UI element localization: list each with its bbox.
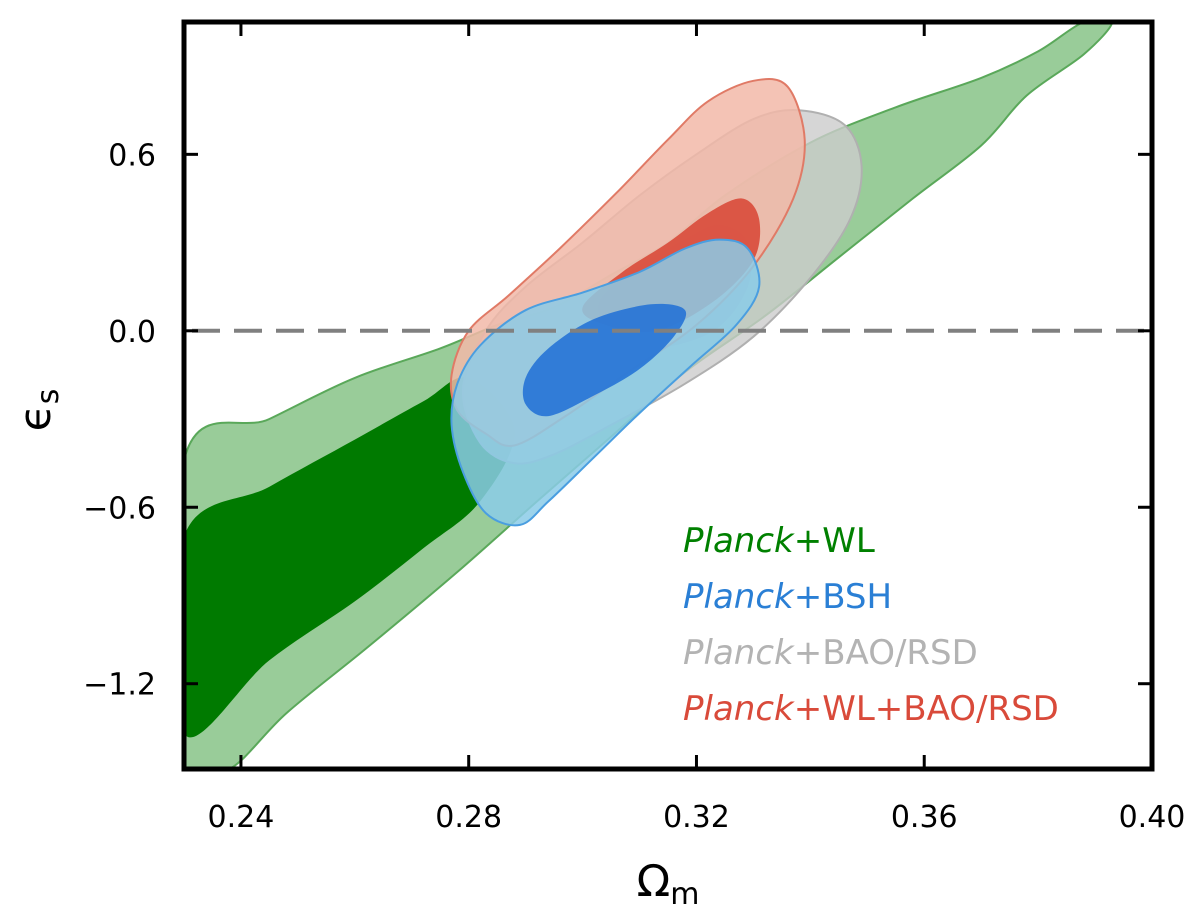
x-axis-title: Ωm xyxy=(637,856,700,912)
axis-ticks xyxy=(184,22,1152,769)
y-axis-title-sub: s xyxy=(31,389,66,405)
y-tick-label: 0.0 xyxy=(108,315,156,350)
legend-entry-prefix: Planck xyxy=(683,577,795,617)
x-tick-labels: 0.24 0.28 0.32 0.36 0.40 xyxy=(208,800,1186,835)
contour-layer xyxy=(184,22,1114,769)
legend: Planck+WL Planck+BSH Planck+BAO/RSD Plan… xyxy=(683,521,1059,729)
x-tick-label: 0.32 xyxy=(663,800,730,835)
legend-entry-planck-wl: Planck+WL xyxy=(683,521,875,561)
legend-entry-planck-wl-bao-rsd: Planck+WL+BAO/RSD xyxy=(683,689,1059,729)
contour-68-planck-bsh xyxy=(522,303,687,417)
x-tick-label: 0.28 xyxy=(435,800,502,835)
y-axis-title-main: ϵ xyxy=(10,404,61,431)
x-tick-label: 0.36 xyxy=(891,800,958,835)
legend-entry-planck-bsh: Planck+BSH xyxy=(683,577,892,617)
legend-entry-suffix: +BSH xyxy=(794,577,892,617)
legend-entry-suffix: +WL+BAO/RSD xyxy=(794,689,1059,729)
legend-entry-suffix: +BAO/RSD xyxy=(794,633,978,673)
plot-frame xyxy=(181,19,1155,772)
legend-entry-prefix: Planck xyxy=(683,633,795,673)
y-tick-label: −1.2 xyxy=(83,668,156,703)
x-axis-title-main: Ω xyxy=(637,856,671,907)
x-axis-title-sub: m xyxy=(670,877,699,912)
legend-entry-suffix: +WL xyxy=(794,521,875,561)
legend-entry-planck-bao-rsd: Planck+BAO/RSD xyxy=(683,633,978,673)
legend-entry-prefix: Planck xyxy=(683,689,795,729)
contour-68-planck-wl xyxy=(184,377,515,738)
x-tick-label: 0.40 xyxy=(1119,800,1186,835)
y-tick-labels: 0.6 0.0 −0.6 −1.2 xyxy=(83,138,156,702)
series-planck-bsh xyxy=(450,238,761,527)
y-tick-label: −0.6 xyxy=(83,491,156,526)
x-tick-label: 0.24 xyxy=(208,800,275,835)
legend-entry-prefix: Planck xyxy=(683,521,795,561)
y-axis-title: ϵs xyxy=(10,389,66,432)
y-tick-label: 0.6 xyxy=(108,138,156,173)
